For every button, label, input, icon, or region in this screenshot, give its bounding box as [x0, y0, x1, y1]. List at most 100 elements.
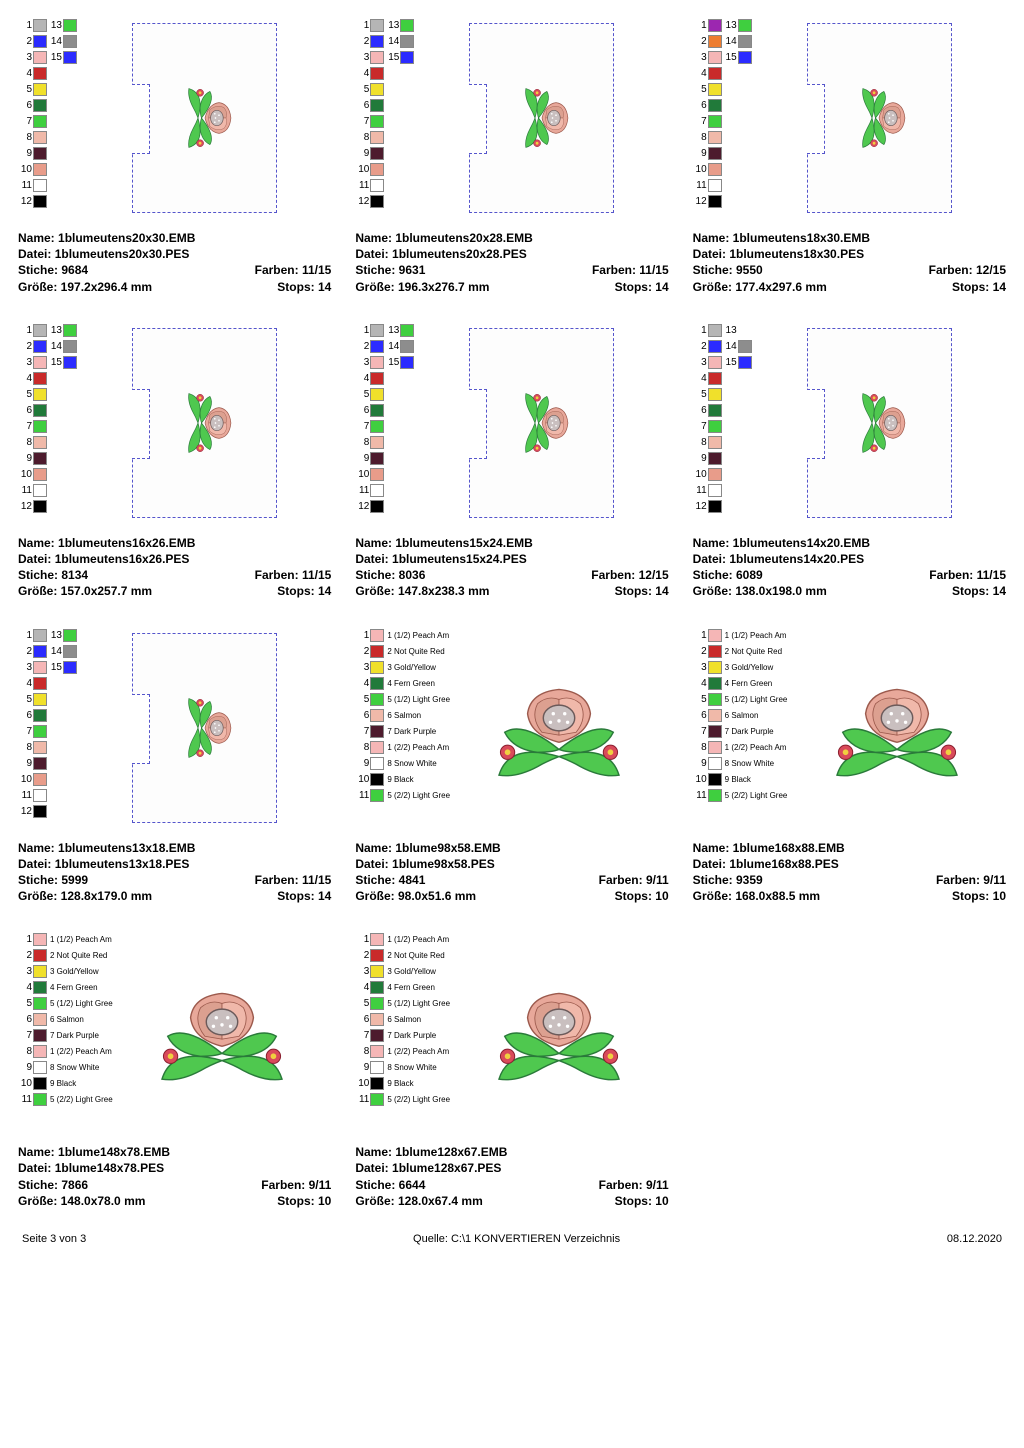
- legend-swatch: [708, 677, 722, 690]
- legend-num: 10: [693, 164, 707, 175]
- legend-label: 3 Gold/Yellow: [387, 967, 436, 976]
- legend-swatch: [370, 1093, 384, 1106]
- legend-swatch: [738, 19, 752, 32]
- legend-num: 13: [723, 20, 737, 31]
- legend-swatch: [708, 645, 722, 658]
- legend-label: 6 Salmon: [387, 711, 421, 720]
- legend-swatch: [708, 35, 722, 48]
- legend-num: 13: [723, 325, 737, 336]
- legend-row: 11: [355, 178, 415, 193]
- legend-row: 7: [693, 114, 753, 129]
- design-preview-flower: [137, 982, 307, 1082]
- design-preview-envelope: [807, 23, 952, 213]
- legend-row: 98 Snow White: [693, 756, 788, 771]
- legend-row: 66 Salmon: [693, 708, 788, 723]
- legend-row: 113: [18, 628, 78, 643]
- legend-row: 11 (1/2) Peach Am: [18, 932, 113, 947]
- legend-num: 11: [355, 790, 369, 801]
- legend-num: 6: [693, 100, 707, 111]
- design-info: Name: 1blumeutens18x30.EMBDatei: 1blumeu…: [693, 230, 1006, 295]
- legend-row: 44 Fern Green: [355, 676, 450, 691]
- legend-row: 5: [18, 82, 78, 97]
- legend-row: 11: [18, 178, 78, 193]
- value-name: 1blumeutens20x30.EMB: [58, 231, 195, 245]
- legend-row: 10: [693, 467, 753, 482]
- legend-swatch: [33, 661, 47, 674]
- legend-num: 1: [355, 934, 369, 945]
- value-name: 1blumeutens16x26.EMB: [58, 536, 195, 550]
- legend-label: 9 Black: [387, 775, 413, 784]
- legend-num: 1: [18, 20, 32, 31]
- legend-row: 22 Not Quite Red: [18, 948, 113, 963]
- legend-num: 5: [18, 694, 32, 705]
- label-stitches: Stiche:: [18, 1178, 61, 1192]
- legend-num: 8: [18, 1046, 32, 1057]
- legend-swatch: [370, 452, 384, 465]
- legend-row: 5: [355, 82, 415, 97]
- legend-swatch: [33, 773, 47, 786]
- legend-num: 8: [18, 437, 32, 448]
- legend-swatch: [33, 67, 47, 80]
- design-preview-flower: [474, 678, 644, 778]
- design-preview-envelope: [469, 23, 614, 213]
- legend-swatch: [370, 436, 384, 449]
- legend-row: 6: [355, 403, 415, 418]
- legend-num: 6: [355, 100, 369, 111]
- legend-row: 9: [355, 146, 415, 161]
- legend-num: 6: [693, 710, 707, 721]
- legend-num: 15: [48, 357, 62, 368]
- value-stitches: 6644: [399, 1178, 426, 1192]
- legend-label: 7 Dark Purple: [387, 1031, 436, 1040]
- legend-row: 115 (2/2) Light Gree: [18, 1092, 113, 1107]
- label-stops: Stops:: [615, 889, 656, 903]
- legend-row: 33 Gold/Yellow: [18, 964, 113, 979]
- legend-row: 11: [693, 178, 753, 193]
- legend-row: 66 Salmon: [18, 1012, 113, 1027]
- legend-swatch: [370, 83, 384, 96]
- legend-row: 315: [355, 50, 415, 65]
- legend-swatch: [708, 709, 722, 722]
- legend-num: 6: [355, 1014, 369, 1025]
- legend-swatch: [33, 500, 47, 513]
- legend-row: 98 Snow White: [355, 1060, 450, 1075]
- value-file: 1blumeutens15x24.PES: [392, 552, 527, 566]
- legend-row: 113: [693, 18, 753, 33]
- design-preview-envelope: [807, 328, 952, 518]
- legend-num: 12: [693, 501, 707, 512]
- value-stops: 14: [993, 584, 1006, 598]
- legend-swatch: [708, 452, 722, 465]
- label-colors: Farben:: [599, 1178, 646, 1192]
- legend-num: 15: [385, 357, 399, 368]
- legend-label: 7 Dark Purple: [725, 727, 774, 736]
- label-file: Datei:: [18, 1161, 55, 1175]
- legend-num: 8: [693, 742, 707, 753]
- legend-num: 13: [48, 20, 62, 31]
- legend-row: 4: [18, 371, 78, 386]
- label-size: Größe:: [18, 584, 61, 598]
- legend-swatch: [33, 1093, 47, 1106]
- legend-label: 8 Snow White: [387, 759, 436, 768]
- label-name: Name:: [355, 231, 395, 245]
- label-file: Datei:: [355, 1161, 392, 1175]
- legend-num: 5: [18, 389, 32, 400]
- flower-icon: [167, 388, 257, 458]
- legend-swatch: [370, 500, 384, 513]
- legend-row: 5: [18, 387, 78, 402]
- legend-num: 5: [693, 694, 707, 705]
- legend-swatch: [33, 645, 47, 658]
- legend-num: 9: [693, 453, 707, 464]
- legend-label: 4 Fern Green: [387, 983, 435, 992]
- legend-row: 315: [355, 355, 415, 370]
- legend-swatch: [370, 404, 384, 417]
- label-name: Name:: [18, 1145, 58, 1159]
- value-colors: 11/15: [302, 568, 331, 582]
- value-size: 128.0x67.4 mm: [398, 1194, 483, 1208]
- legend-swatch: [370, 981, 384, 994]
- legend-num: 8: [693, 437, 707, 448]
- label-file: Datei:: [18, 247, 55, 261]
- value-file: 1blumeutens20x28.PES: [392, 247, 527, 261]
- legend-swatch: [370, 677, 384, 690]
- legend-row: 6: [693, 98, 753, 113]
- label-stops: Stops:: [277, 280, 318, 294]
- legend-swatch: [63, 340, 77, 353]
